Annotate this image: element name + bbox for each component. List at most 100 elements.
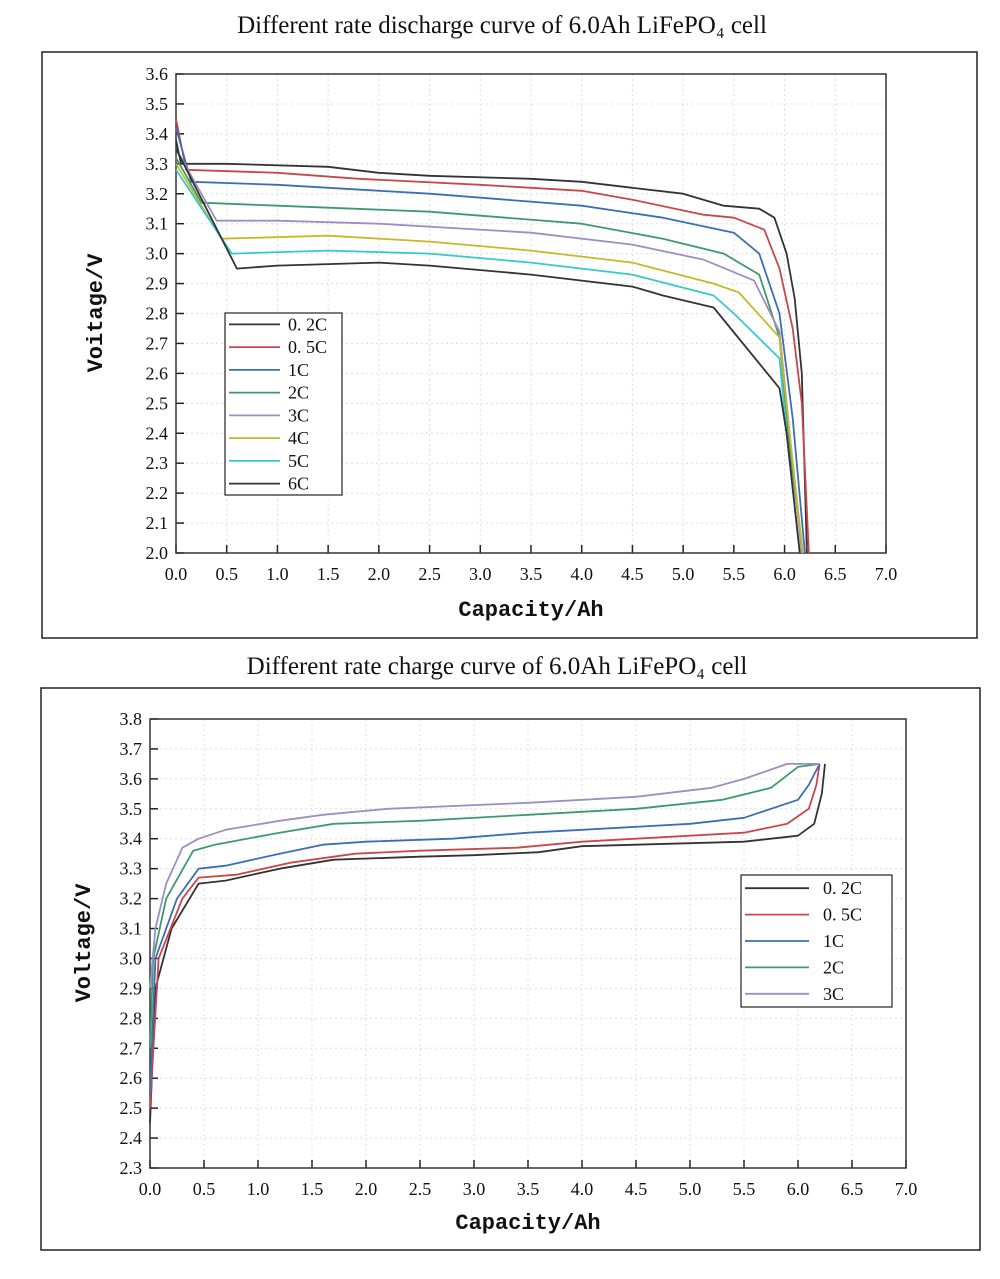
charge-series-line-1C — [149, 763, 821, 1094]
discharge-y-tick-label: 2.1 — [146, 513, 169, 533]
discharge-y-tick-label: 3.0 — [146, 244, 169, 264]
discharge-y-tick-label: 2.0 — [146, 543, 169, 563]
charge-y-tick-label: 3.6 — [120, 769, 143, 789]
discharge-x-tick-label: 7.0 — [875, 564, 898, 584]
discharge-y-tick-label: 2.2 — [146, 483, 169, 503]
discharge-chart: 0.0 0.5 1.0 1.5 2.0 2.5 3.0 3.5 4.0 4.5 5.0 5.5 6.0 6… — [146, 64, 898, 584]
charge-x-tick-label: 4.0 — [571, 1179, 594, 1199]
discharge-y-tick-label: 3.1 — [146, 214, 169, 234]
discharge-series-line-6C — [175, 148, 801, 554]
charge-x-tick-label: 7.0 — [895, 1179, 918, 1199]
charge-x-tick-label: 2.0 — [355, 1179, 378, 1199]
discharge-series-line-4C — [175, 163, 804, 554]
charge-y-tick-label: 3.2 — [120, 889, 143, 909]
charge-chart: 0.0 0.5 1.0 1.5 2.0 2.5 3.0 3.5 4.0 4.5 5.0 5.5 6.0 6… — [120, 709, 918, 1199]
charge-x-tick-label: 1.5 — [301, 1179, 324, 1199]
discharge-legend-label: 6C — [288, 474, 309, 494]
discharge-y-tick-label: 3.3 — [146, 154, 169, 174]
discharge-legend-label: 5C — [288, 451, 309, 471]
discharge-series-line-02C — [175, 139, 808, 554]
charge-x-tick-label: 3.0 — [463, 1179, 486, 1199]
charge-y-tick-label: 3.3 — [120, 859, 143, 879]
discharge-x-tick-label: 3.5 — [520, 564, 543, 584]
discharge-x-axis-label: Capacity/Ah — [458, 598, 603, 623]
discharge-x-tick-label: 0.0 — [165, 564, 188, 584]
discharge-chart-title: Different rate discharge curve of 6.0Ah … — [237, 12, 767, 39]
charge-series-line-02C — [149, 763, 826, 1124]
discharge-x-tick-label: 1.5 — [317, 564, 340, 584]
discharge-y-tick-label: 3.4 — [146, 124, 169, 144]
charge-y-tick-label: 3.7 — [120, 739, 143, 759]
charge-series-line-3C — [149, 763, 820, 989]
discharge-x-tick-label: 5.5 — [723, 564, 746, 584]
charge-x-tick-label: 6.0 — [787, 1179, 810, 1199]
charge-x-tick-label: 3.5 — [517, 1179, 540, 1199]
discharge-y-tick-label: 2.6 — [146, 363, 169, 383]
charge-legend-label: 0. 2C — [823, 878, 862, 898]
charge-chart-frame — [40, 687, 981, 1251]
charge-x-tick-label: 5.0 — [679, 1179, 702, 1199]
charge-chart-title: Different rate charge curve of 6.0Ah LiF… — [247, 653, 748, 680]
discharge-legend-label: 0. 5C — [288, 337, 327, 357]
discharge-x-tick-label: 2.0 — [368, 564, 391, 584]
charge-legend-label: 2C — [823, 957, 844, 977]
charge-legend-label: 3C — [823, 984, 844, 1004]
charge-y-tick-label: 2.9 — [120, 978, 143, 998]
discharge-y-tick-label: 2.4 — [146, 423, 169, 443]
discharge-x-tick-label: 1.0 — [266, 564, 289, 584]
charge-y-tick-label: 2.7 — [120, 1038, 143, 1058]
charge-x-tick-label: 1.0 — [247, 1179, 270, 1199]
discharge-legend-label: 0. 2C — [288, 314, 327, 334]
charge-y-tick-label: 2.6 — [120, 1068, 143, 1088]
charge-y-tick-label: 3.8 — [120, 709, 143, 729]
charge-x-tick-label: 6.5 — [841, 1179, 864, 1199]
discharge-y-tick-label: 3.2 — [146, 184, 169, 204]
charge-y-tick-label: 2.3 — [120, 1158, 143, 1178]
discharge-series-line-5C — [175, 169, 801, 554]
discharge-x-tick-label: 3.0 — [469, 564, 492, 584]
charge-x-tick-label: 5.5 — [733, 1179, 756, 1199]
charge-legend-label: 0. 5C — [823, 905, 862, 925]
charge-y-tick-label: 3.0 — [120, 948, 143, 968]
discharge-y-tick-label: 2.5 — [146, 393, 169, 413]
discharge-legend-box — [224, 312, 343, 496]
discharge-legend-label: 2C — [288, 383, 309, 403]
discharge-x-tick-label: 5.0 — [672, 564, 695, 584]
discharge-legend-label: 4C — [288, 428, 309, 448]
discharge-y-tick-label: 2.8 — [146, 304, 169, 324]
charge-y-tick-label: 3.4 — [120, 829, 143, 849]
charge-x-axis-label: Capacity/Ah — [455, 1211, 600, 1236]
charge-legend: 0. 2C 0. 5C 1C 2C 3C — [740, 874, 893, 1008]
discharge-x-tick-label: 4.0 — [570, 564, 593, 584]
discharge-y-tick-label: 2.3 — [146, 453, 169, 473]
discharge-x-tick-label: 6.0 — [773, 564, 796, 584]
discharge-chart-frame — [41, 51, 978, 639]
discharge-y-tick-label: 2.9 — [146, 274, 169, 294]
charge-series-line-2C — [149, 763, 820, 1049]
discharge-series-line-05C — [175, 118, 810, 554]
discharge-x-tick-label: 0.5 — [215, 564, 238, 584]
charge-y-tick-label: 2.5 — [120, 1098, 143, 1118]
discharge-y-tick-label: 3.6 — [146, 64, 169, 84]
discharge-series-line-1C — [175, 127, 806, 554]
discharge-x-tick-label: 6.5 — [824, 564, 847, 584]
charge-x-tick-label: 0.5 — [193, 1179, 216, 1199]
discharge-legend-label: 3C — [288, 405, 309, 425]
charge-legend-label: 1C — [823, 931, 844, 951]
charge-series-line-05C — [149, 763, 821, 1109]
charge-y-tick-label: 2.8 — [120, 1008, 143, 1028]
discharge-y-tick-label: 3.5 — [146, 94, 169, 114]
charge-y-tick-label: 3.1 — [120, 919, 143, 939]
discharge-y-axis-label: Voitage/V — [84, 253, 109, 373]
charge-y-tick-label: 2.4 — [120, 1128, 143, 1148]
discharge-legend-label: 1C — [288, 360, 309, 380]
discharge-x-tick-label: 2.5 — [418, 564, 441, 584]
charge-x-tick-label: 4.5 — [625, 1179, 648, 1199]
discharge-x-tick-label: 4.5 — [621, 564, 644, 584]
charge-x-tick-label: 2.5 — [409, 1179, 432, 1199]
discharge-y-tick-label: 2.7 — [146, 333, 169, 353]
charge-y-tick-label: 3.5 — [120, 799, 143, 819]
charge-axes-frame — [149, 718, 907, 1169]
